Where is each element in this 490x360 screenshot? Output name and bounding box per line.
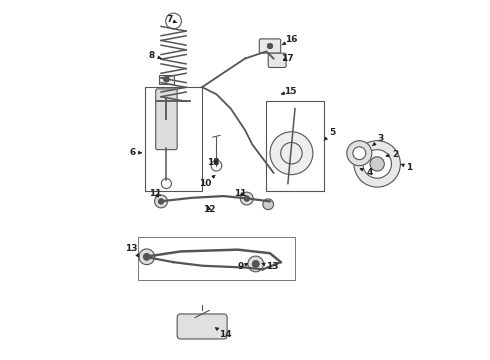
Text: 13: 13 bbox=[262, 262, 278, 271]
Bar bbox=[145, 87, 202, 191]
Circle shape bbox=[252, 260, 259, 267]
Circle shape bbox=[267, 43, 273, 49]
FancyBboxPatch shape bbox=[177, 314, 227, 339]
Bar bbox=[267, 102, 323, 191]
Text: 8: 8 bbox=[149, 51, 161, 60]
Circle shape bbox=[270, 132, 313, 175]
Text: 10: 10 bbox=[199, 175, 215, 188]
Bar bbox=[163, 91, 170, 105]
Circle shape bbox=[143, 253, 150, 260]
Text: 11: 11 bbox=[149, 189, 161, 198]
Circle shape bbox=[139, 249, 155, 265]
Text: 18: 18 bbox=[207, 158, 220, 167]
Circle shape bbox=[347, 141, 372, 166]
Text: 9: 9 bbox=[238, 262, 247, 271]
Text: 13: 13 bbox=[125, 244, 139, 257]
Text: 4: 4 bbox=[360, 168, 373, 177]
Text: 2: 2 bbox=[386, 150, 398, 159]
Circle shape bbox=[244, 196, 249, 202]
Text: 11: 11 bbox=[234, 189, 247, 198]
Circle shape bbox=[370, 157, 384, 171]
Bar bbox=[159, 75, 173, 84]
Circle shape bbox=[248, 256, 264, 272]
Circle shape bbox=[363, 150, 392, 178]
Text: 12: 12 bbox=[203, 205, 216, 214]
FancyBboxPatch shape bbox=[259, 39, 281, 53]
FancyBboxPatch shape bbox=[156, 89, 177, 150]
Text: 17: 17 bbox=[281, 54, 294, 63]
Text: 7: 7 bbox=[167, 15, 176, 24]
Text: 15: 15 bbox=[281, 87, 297, 96]
Text: 3: 3 bbox=[372, 134, 384, 146]
Text: 5: 5 bbox=[324, 129, 336, 140]
FancyBboxPatch shape bbox=[268, 53, 286, 67]
Circle shape bbox=[241, 192, 253, 205]
Text: 14: 14 bbox=[216, 328, 232, 339]
Circle shape bbox=[263, 199, 273, 210]
Circle shape bbox=[353, 147, 366, 159]
Bar bbox=[138, 237, 295, 280]
Circle shape bbox=[155, 195, 168, 208]
Circle shape bbox=[354, 141, 400, 187]
Circle shape bbox=[158, 199, 164, 204]
Circle shape bbox=[164, 76, 169, 82]
Text: 6: 6 bbox=[129, 148, 142, 157]
Text: 16: 16 bbox=[282, 36, 298, 45]
Text: 1: 1 bbox=[401, 163, 413, 172]
